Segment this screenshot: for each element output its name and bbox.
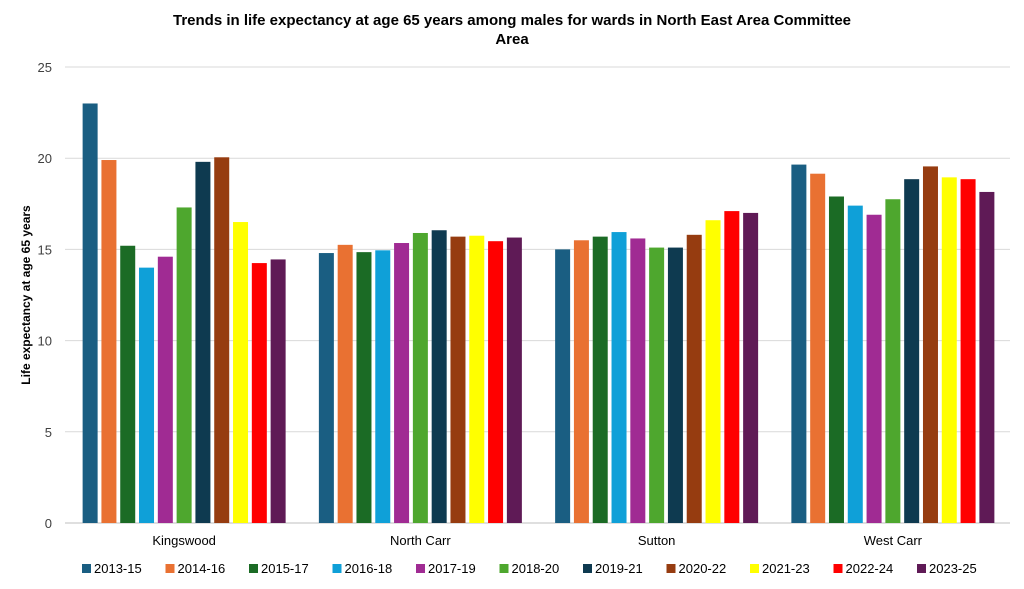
bar-2015-17-kingswood xyxy=(120,245,136,523)
bar-2013-15-north-carr xyxy=(318,253,334,523)
legend-swatch xyxy=(917,564,926,573)
bar-2019-21-west-carr xyxy=(904,179,920,523)
legend-swatch xyxy=(165,564,175,573)
bar-2022-24-kingswood xyxy=(251,263,267,523)
legend-swatch xyxy=(499,564,509,573)
y-axis-label: Life expectancy at age 65 years xyxy=(19,205,33,385)
bar-2018-20-west-carr xyxy=(885,199,901,524)
y-axis-ticks: 0 5 10 15 20 25 xyxy=(38,60,52,531)
legend-label: 2013-15 xyxy=(94,561,142,576)
legend-swatch xyxy=(666,564,676,573)
bar-2023-25-north-carr xyxy=(506,237,522,523)
bar-2016-18-north-carr xyxy=(375,250,391,523)
legend-label: 2021-23 xyxy=(762,561,810,576)
legend-label: 2015-17 xyxy=(261,561,309,576)
chart-title-line-2: Area xyxy=(495,31,529,48)
bar-2014-16-kingswood xyxy=(101,160,117,524)
legend-label: 2016-18 xyxy=(345,561,393,576)
bar-2017-19-north-carr xyxy=(394,243,410,524)
legend: 2013-15 2014-16 2015-17 2016-18 2017-19 2018-… xyxy=(82,561,977,576)
legend-label: 2018-20 xyxy=(512,561,560,576)
y-tick-label: 15 xyxy=(38,242,52,257)
bar-2021-23-kingswood xyxy=(233,222,249,524)
bar-2015-17-sutton xyxy=(592,236,608,523)
x-category-label: Sutton xyxy=(638,533,676,548)
legend-label: 2022-24 xyxy=(846,561,894,576)
legend-swatch xyxy=(332,564,342,573)
bar-2014-16-west-carr xyxy=(810,173,826,524)
legend-label: 2023-25 xyxy=(929,561,977,576)
bar-2022-24-sutton xyxy=(724,211,740,523)
legend-label: 2014-16 xyxy=(178,561,226,576)
bar-2013-15-sutton xyxy=(555,249,571,523)
legend-swatch xyxy=(249,564,258,573)
bar-2020-22-north-carr xyxy=(450,236,466,523)
chart-title-line-1: Trends in life expectancy at age 65 year… xyxy=(173,12,851,29)
bar-2020-22-west-carr xyxy=(922,166,938,523)
bar-2013-15-west-carr xyxy=(791,164,807,524)
bar-2017-19-west-carr xyxy=(866,214,882,523)
bar-2016-18-kingswood xyxy=(139,267,155,523)
y-tick-label: 5 xyxy=(45,425,52,440)
bar-2014-16-north-carr xyxy=(337,244,353,523)
bar-2018-20-north-carr xyxy=(412,232,428,523)
bar-2022-24-north-carr xyxy=(488,241,504,523)
bar-2017-19-sutton xyxy=(630,238,646,523)
legend-swatch xyxy=(82,564,91,573)
bar-2019-21-north-carr xyxy=(431,230,447,524)
bar-2023-25-sutton xyxy=(743,212,759,524)
y-tick-label: 25 xyxy=(38,60,52,75)
bar-2018-20-sutton xyxy=(649,247,665,524)
y-tick-label: 0 xyxy=(45,516,52,531)
legend-label: 2017-19 xyxy=(428,561,476,576)
bar-2016-18-west-carr xyxy=(847,205,863,523)
x-category-label: West Carr xyxy=(864,533,923,548)
y-tick-label: 10 xyxy=(38,334,52,349)
bar-2020-22-sutton xyxy=(686,234,702,524)
bars xyxy=(82,103,995,524)
bar-2018-20-kingswood xyxy=(176,207,192,523)
bar-2021-23-west-carr xyxy=(941,177,957,524)
bar-2019-21-kingswood xyxy=(195,161,211,523)
x-category-label: North Carr xyxy=(390,533,451,548)
bar-2015-17-north-carr xyxy=(356,252,372,524)
bar-2020-22-kingswood xyxy=(214,157,230,523)
legend-label: 2020-22 xyxy=(679,561,727,576)
bar-2015-17-west-carr xyxy=(828,196,844,523)
legend-label: 2019-21 xyxy=(595,561,643,576)
bar-2013-15-kingswood xyxy=(82,103,98,523)
y-tick-label: 20 xyxy=(38,151,52,166)
legend-swatch xyxy=(416,564,425,573)
bar-2016-18-sutton xyxy=(611,232,627,523)
bar-2023-25-kingswood xyxy=(270,259,286,523)
legend-swatch xyxy=(583,564,592,573)
bar-2014-16-sutton xyxy=(573,240,589,523)
legend-swatch xyxy=(750,564,759,573)
bar-2017-19-kingswood xyxy=(157,256,173,523)
x-axis-categories: Kingswood North Carr Sutton West Carr xyxy=(152,533,922,548)
bar-2021-23-sutton xyxy=(705,220,721,523)
bar-2023-25-west-carr xyxy=(979,191,995,523)
bar-2022-24-west-carr xyxy=(960,179,976,523)
x-category-label: Kingswood xyxy=(152,533,216,548)
bar-2021-23-north-carr xyxy=(469,235,485,523)
legend-swatch xyxy=(833,564,843,573)
bar-2019-21-sutton xyxy=(667,247,683,524)
